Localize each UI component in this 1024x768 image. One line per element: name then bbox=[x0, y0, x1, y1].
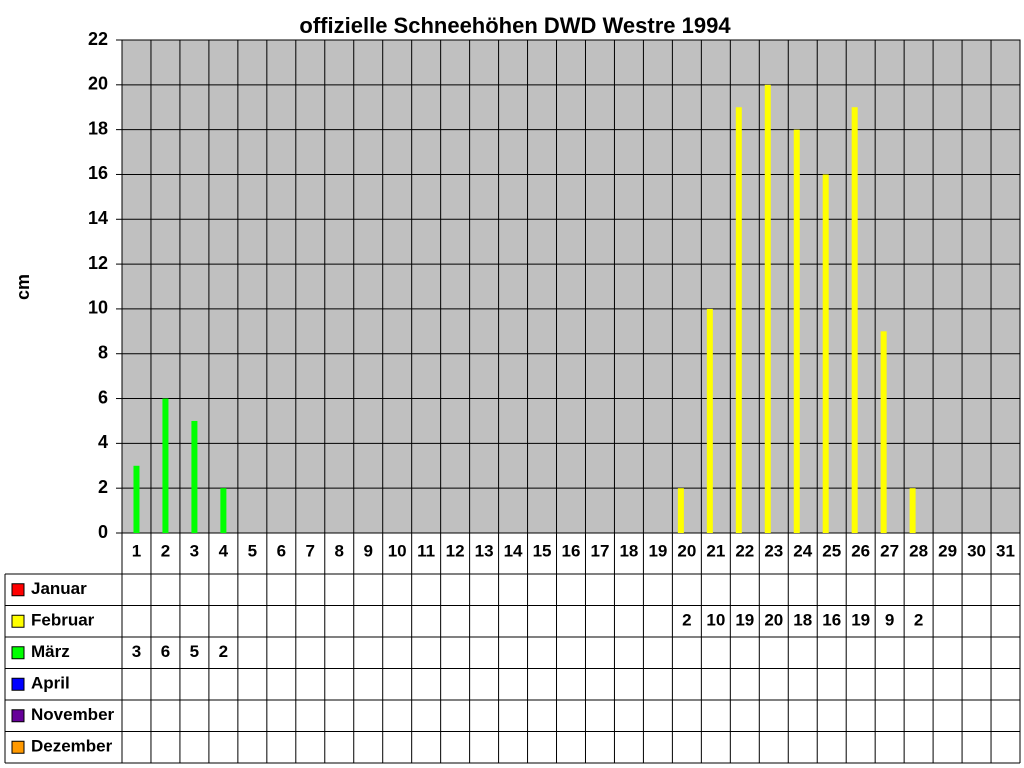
table-value: 18 bbox=[793, 611, 812, 630]
y-tick-label: 12 bbox=[88, 253, 108, 273]
y-axis-label: cm bbox=[13, 274, 33, 300]
table-value: 20 bbox=[764, 611, 783, 630]
table-value: 10 bbox=[706, 611, 725, 630]
x-tick-label: 9 bbox=[363, 541, 372, 560]
bar bbox=[133, 465, 140, 533]
bar bbox=[909, 488, 916, 533]
legend-label: Januar bbox=[31, 579, 87, 598]
table-value: 5 bbox=[190, 642, 199, 661]
x-tick-label: 28 bbox=[909, 541, 928, 560]
legend-key bbox=[11, 709, 25, 723]
x-tick-label: 12 bbox=[446, 541, 465, 560]
table-value: 2 bbox=[682, 611, 691, 630]
x-tick-label: 21 bbox=[706, 541, 725, 560]
y-tick-label: 22 bbox=[88, 29, 108, 49]
legend-key bbox=[11, 583, 25, 597]
y-tick-label: 10 bbox=[88, 298, 108, 318]
legend-label: November bbox=[31, 705, 115, 724]
legend-label: März bbox=[31, 642, 70, 661]
x-tick-label: 4 bbox=[219, 541, 229, 560]
y-tick-label: 6 bbox=[98, 387, 108, 407]
x-tick-label: 15 bbox=[533, 541, 552, 560]
bar bbox=[764, 84, 771, 534]
table-value: 9 bbox=[885, 611, 894, 630]
x-tick-label: 18 bbox=[619, 541, 638, 560]
bar bbox=[880, 331, 887, 533]
x-tick-label: 23 bbox=[764, 541, 783, 560]
x-tick-label: 3 bbox=[190, 541, 199, 560]
bar bbox=[191, 420, 198, 533]
x-tick-label: 10 bbox=[388, 541, 407, 560]
x-tick-label: 13 bbox=[475, 541, 494, 560]
x-tick-label: 22 bbox=[735, 541, 754, 560]
y-tick-label: 2 bbox=[98, 477, 108, 497]
legend-key bbox=[11, 677, 25, 691]
bar bbox=[220, 488, 227, 533]
bar bbox=[162, 398, 169, 533]
legend-key bbox=[11, 740, 25, 754]
table-value: 19 bbox=[735, 611, 754, 630]
y-tick-label: 18 bbox=[88, 118, 108, 138]
x-tick-label: 19 bbox=[648, 541, 667, 560]
bar bbox=[735, 107, 742, 534]
table-value: 2 bbox=[219, 642, 228, 661]
x-tick-label: 14 bbox=[504, 541, 523, 560]
x-tick-label: 11 bbox=[417, 541, 435, 560]
plot-area bbox=[121, 39, 1021, 534]
legend-label: Dezember bbox=[31, 737, 113, 756]
chart-title: offizielle Schneehöhen DWD Westre 1994 bbox=[299, 13, 731, 38]
legend-label: April bbox=[31, 674, 70, 693]
x-tick-label: 17 bbox=[591, 541, 610, 560]
x-tick-label: 25 bbox=[822, 541, 841, 560]
x-tick-label: 26 bbox=[851, 541, 870, 560]
legend-key bbox=[11, 614, 25, 628]
table-value: 2 bbox=[914, 611, 923, 630]
y-tick-label: 16 bbox=[88, 163, 108, 183]
table-value: 3 bbox=[132, 642, 141, 661]
table-value: 19 bbox=[851, 611, 870, 630]
x-tick-label: 20 bbox=[677, 541, 696, 560]
table-value: 6 bbox=[161, 642, 170, 661]
bar bbox=[851, 107, 858, 534]
legend-label: Februar bbox=[31, 611, 95, 630]
x-tick-label: 6 bbox=[277, 541, 286, 560]
y-tick-label: 14 bbox=[88, 208, 108, 228]
x-tick-label: 2 bbox=[161, 541, 170, 560]
x-tick-label: 27 bbox=[880, 541, 899, 560]
x-tick-label: 8 bbox=[335, 541, 344, 560]
x-tick-label: 30 bbox=[967, 541, 986, 560]
y-tick-label: 8 bbox=[98, 342, 108, 362]
x-tick-label: 7 bbox=[306, 541, 315, 560]
x-tick-label: 31 bbox=[996, 541, 1015, 560]
table-value: 16 bbox=[822, 611, 841, 630]
x-tick-label: 16 bbox=[562, 541, 581, 560]
y-tick-label: 0 bbox=[98, 522, 108, 542]
y-tick-label: 4 bbox=[98, 432, 108, 452]
legend-key bbox=[11, 646, 25, 660]
x-tick-label: 1 bbox=[132, 541, 141, 560]
bar bbox=[677, 488, 684, 533]
bar bbox=[793, 129, 800, 534]
bar bbox=[822, 174, 829, 534]
y-tick-label: 20 bbox=[88, 74, 108, 94]
x-tick-label: 5 bbox=[248, 541, 257, 560]
x-tick-label: 24 bbox=[793, 541, 812, 560]
bar bbox=[706, 308, 713, 533]
x-tick-label: 29 bbox=[938, 541, 957, 560]
